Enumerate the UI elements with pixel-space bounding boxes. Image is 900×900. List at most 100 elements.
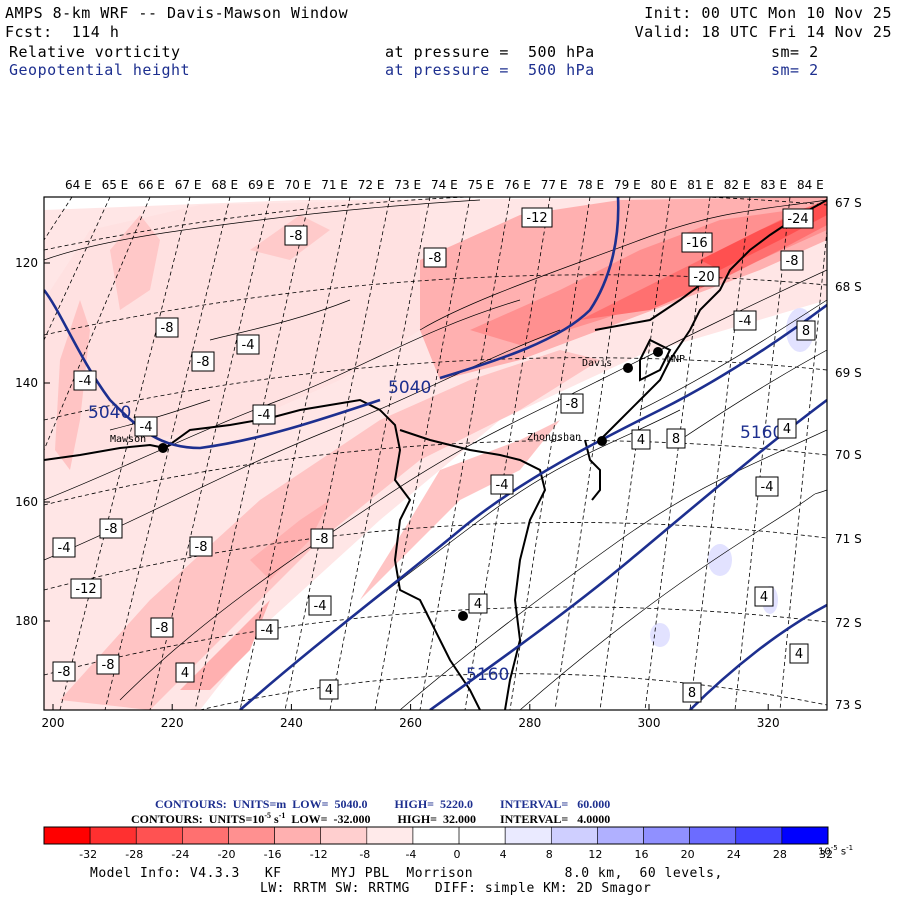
- y-grid-ticks: 120 140 160 180: [15, 256, 50, 628]
- vorticity-contour-label: -12: [521, 207, 553, 228]
- vorticity-label-box: [52, 537, 76, 558]
- colorbar-swatch: [274, 826, 322, 845]
- longitude-label: 68 E: [211, 178, 238, 192]
- colorbar-swatch: [781, 826, 829, 845]
- vorticity-label-box: [666, 428, 686, 449]
- vorticity-label-text: -4: [58, 541, 71, 556]
- vorticity-label-text: 4: [795, 647, 803, 662]
- latitude-label: 72 S: [835, 616, 862, 630]
- vorticity-contour-label: -4: [308, 595, 332, 616]
- colorbar-swatch: [458, 826, 506, 845]
- longitude-label: 71 E: [321, 178, 348, 192]
- longitude-label: 70 E: [285, 178, 312, 192]
- station-marker-davis: [623, 363, 633, 373]
- colorbar-tick-label: 0: [453, 848, 461, 861]
- vorticity-label-box: [755, 476, 779, 497]
- vorticity-label-box: [284, 225, 308, 246]
- field2-level: at pressure = 500 hPa: [385, 61, 595, 79]
- vorticity-contour-label: 4: [777, 418, 797, 439]
- vorticity-label-text: -20: [693, 270, 714, 285]
- vorticity-label-box: [189, 536, 213, 557]
- vorticity-label-box: [681, 232, 713, 253]
- vorticity-label-box: [99, 518, 123, 539]
- coastline: [44, 199, 827, 710]
- vorticity-label-text: 4: [325, 683, 333, 698]
- vorticity-label-box: [73, 370, 97, 391]
- vorticity-label-box: [191, 351, 215, 372]
- colorbar-tick-label: -8: [359, 848, 371, 861]
- vorticity-label-text: -4: [79, 374, 92, 389]
- vorticity-label-text: -8: [58, 665, 71, 680]
- colorbar-frame: [43, 826, 829, 845]
- vorticity-label-box: [308, 595, 332, 616]
- model-info: Model Info: V4.3.3 KF MYJ PBL Morrison 8…: [90, 866, 723, 881]
- vorticity-label-box: [521, 207, 553, 228]
- colorbar-swatch: [643, 826, 690, 845]
- latitude-labels: 67 S 68 S 69 S 70 S 71 S 72 S 73 S: [835, 196, 862, 712]
- vorticity-label-text: -24: [787, 212, 808, 227]
- map-title: AMPS 8-km WRF -- Davis-Mawson Window: [5, 4, 349, 22]
- longitude-label: 77 E: [541, 178, 568, 192]
- vorticity-contour-label: -8: [780, 250, 804, 271]
- longitude-label: 83 E: [760, 178, 787, 192]
- colorbar-tick-label: 20: [680, 848, 695, 861]
- vorticity-contour-label: -4: [490, 474, 514, 495]
- vorticity-label-text: -12: [526, 211, 547, 226]
- height-label: 5040: [88, 403, 131, 423]
- height-contours: [44, 197, 827, 710]
- vorticity-contour-label: -4: [236, 334, 260, 355]
- vorticity-contour-label: -8: [310, 528, 334, 549]
- vorticity-label-box: [255, 619, 279, 640]
- physics-info: LW: RRTM SW: RRTMG DIFF: simple KM: 2D S…: [260, 881, 652, 896]
- vorticity-label-box: [468, 593, 488, 614]
- vorticity-label-box: [319, 679, 339, 700]
- vorticity-label-box: [754, 586, 774, 607]
- latitude-label: 67 S: [835, 196, 862, 210]
- station-marker-mnp: [653, 347, 663, 357]
- longitude-label: 72 E: [358, 178, 385, 192]
- longitude-label: 79 E: [614, 178, 641, 192]
- colorbar-swatch: [366, 826, 414, 845]
- vorticity-label-text: -8: [290, 229, 303, 244]
- longitude-label: 78 E: [577, 178, 604, 192]
- y-tick-label: 180: [15, 614, 38, 628]
- vorticity-label-text: -8: [429, 251, 442, 266]
- colorbar-unit: 10-5 s-1: [818, 844, 853, 857]
- x-tick-label: 240: [280, 716, 303, 730]
- vorticity-label-box: [733, 310, 757, 331]
- vorticity-label-box: [796, 320, 816, 341]
- vorticity-label-text: -8: [156, 621, 169, 636]
- vorticity-contour-label: -8: [52, 661, 76, 682]
- station-label-zhongshan: Zhongshan: [527, 432, 581, 443]
- colorbar-tick-label: -16: [263, 848, 282, 861]
- vorticity-label-box: [150, 617, 174, 638]
- latitude-label: 71 S: [835, 532, 862, 546]
- colorbar-tick-label: 32: [819, 848, 833, 861]
- colorbar-tick-label: 8: [545, 848, 553, 861]
- longitude-label: 81 E: [687, 178, 714, 192]
- vorticity-contour-label: -4: [733, 310, 757, 331]
- latitude-label: 69 S: [835, 366, 862, 380]
- colorbar-swatch: [597, 826, 644, 845]
- vorticity-label-box: [780, 250, 804, 271]
- longitude-label: 80 E: [651, 178, 678, 192]
- colorbar-tick-label: 12: [588, 848, 603, 861]
- colorbar-unit-base: 10: [818, 846, 831, 858]
- vorticity-contour-label: -8: [191, 351, 215, 372]
- vorticity-label-text: 4: [474, 597, 482, 612]
- field1-level: at pressure = 500 hPa: [385, 43, 595, 61]
- colorbar-swatch: [689, 826, 737, 845]
- vorticity-label-box: [70, 578, 102, 599]
- vorticity-labels: -12 -8 -8 -16 -20 -24 -8 -4 8 -8 -4 -8 -4 -4 -8 -4 4 8 4 -4…: [52, 207, 816, 703]
- vorticity-label-box: [252, 404, 276, 425]
- contour-units: CONTOURS: UNITS=10: [131, 812, 265, 826]
- longitude-label: 75 E: [468, 178, 495, 192]
- station-marker-zhongshan: [597, 436, 607, 446]
- vorticity-label-box: [789, 643, 809, 664]
- forecast-hour: Fcst: 114 h: [5, 23, 120, 41]
- longitude-label: 67 E: [175, 178, 202, 192]
- vorticity-contour-label: -20: [688, 266, 720, 287]
- vorticity-contour-label: 4: [319, 679, 339, 700]
- latitude-label: 68 S: [835, 280, 862, 294]
- vorticity-label-box: [236, 334, 260, 355]
